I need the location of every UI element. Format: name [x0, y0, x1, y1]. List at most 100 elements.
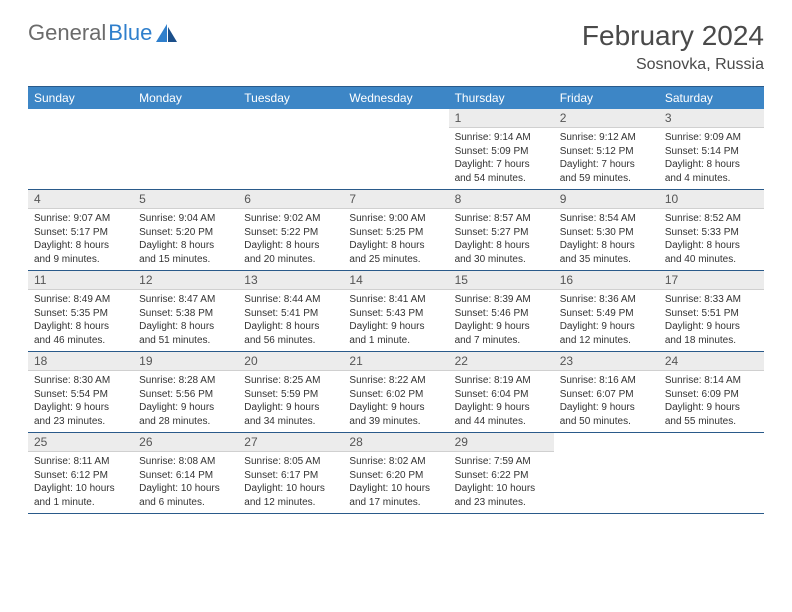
- sunrise-text: Sunrise: 8:49 AM: [34, 293, 127, 307]
- sunset-text: Sunset: 5:22 PM: [244, 226, 337, 240]
- daylight-text: Daylight: 8 hours and 51 minutes.: [139, 320, 232, 347]
- day-number: 7: [343, 190, 448, 209]
- calendar-day-cell: 4Sunrise: 9:07 AMSunset: 5:17 PMDaylight…: [28, 190, 133, 271]
- sunset-text: Sunset: 6:20 PM: [349, 469, 442, 483]
- day-details: Sunrise: 8:19 AMSunset: 6:04 PMDaylight:…: [449, 371, 554, 432]
- sunset-text: Sunset: 5:30 PM: [560, 226, 653, 240]
- sunset-text: Sunset: 5:35 PM: [34, 307, 127, 321]
- calendar-week-row: 4Sunrise: 9:07 AMSunset: 5:17 PMDaylight…: [28, 190, 764, 271]
- day-number: 14: [343, 271, 448, 290]
- sunset-text: Sunset: 6:09 PM: [665, 388, 758, 402]
- day-number: 12: [133, 271, 238, 290]
- day-details: Sunrise: 8:36 AMSunset: 5:49 PMDaylight:…: [554, 290, 659, 351]
- sunrise-text: Sunrise: 9:04 AM: [139, 212, 232, 226]
- sunset-text: Sunset: 5:38 PM: [139, 307, 232, 321]
- calendar-day-cell: [133, 109, 238, 190]
- calendar-day-cell: 8Sunrise: 8:57 AMSunset: 5:27 PMDaylight…: [449, 190, 554, 271]
- day-details: Sunrise: 9:07 AMSunset: 5:17 PMDaylight:…: [28, 209, 133, 270]
- sunrise-text: Sunrise: 8:36 AM: [560, 293, 653, 307]
- daylight-text: Daylight: 9 hours and 7 minutes.: [455, 320, 548, 347]
- daylight-text: Daylight: 9 hours and 55 minutes.: [665, 401, 758, 428]
- calendar-day-cell: 2Sunrise: 9:12 AMSunset: 5:12 PMDaylight…: [554, 109, 659, 190]
- day-number: 15: [449, 271, 554, 290]
- sunrise-text: Sunrise: 8:02 AM: [349, 455, 442, 469]
- sunset-text: Sunset: 5:56 PM: [139, 388, 232, 402]
- sunset-text: Sunset: 6:12 PM: [34, 469, 127, 483]
- daylight-text: Daylight: 7 hours and 54 minutes.: [455, 158, 548, 185]
- daylight-text: Daylight: 8 hours and 35 minutes.: [560, 239, 653, 266]
- calendar-day-cell: 7Sunrise: 9:00 AMSunset: 5:25 PMDaylight…: [343, 190, 448, 271]
- daylight-text: Daylight: 8 hours and 9 minutes.: [34, 239, 127, 266]
- sunset-text: Sunset: 5:46 PM: [455, 307, 548, 321]
- day-details: Sunrise: 9:12 AMSunset: 5:12 PMDaylight:…: [554, 128, 659, 189]
- calendar-day-cell: 23Sunrise: 8:16 AMSunset: 6:07 PMDayligh…: [554, 352, 659, 433]
- calendar-week-row: 1Sunrise: 9:14 AMSunset: 5:09 PMDaylight…: [28, 109, 764, 190]
- sunset-text: Sunset: 5:43 PM: [349, 307, 442, 321]
- calendar-day-cell: [343, 109, 448, 190]
- day-number: 6: [238, 190, 343, 209]
- daylight-text: Daylight: 9 hours and 44 minutes.: [455, 401, 548, 428]
- day-number: 1: [449, 109, 554, 128]
- day-details: Sunrise: 9:09 AMSunset: 5:14 PMDaylight:…: [659, 128, 764, 189]
- sunset-text: Sunset: 5:33 PM: [665, 226, 758, 240]
- day-details: Sunrise: 8:33 AMSunset: 5:51 PMDaylight:…: [659, 290, 764, 351]
- day-details: Sunrise: 8:41 AMSunset: 5:43 PMDaylight:…: [343, 290, 448, 351]
- calendar-week-row: 18Sunrise: 8:30 AMSunset: 5:54 PMDayligh…: [28, 352, 764, 433]
- sunrise-text: Sunrise: 8:33 AM: [665, 293, 758, 307]
- sunrise-text: Sunrise: 8:57 AM: [455, 212, 548, 226]
- weekday-header: Saturday: [659, 87, 764, 110]
- sunset-text: Sunset: 5:27 PM: [455, 226, 548, 240]
- calendar-day-cell: 25Sunrise: 8:11 AMSunset: 6:12 PMDayligh…: [28, 433, 133, 514]
- weekday-header-row: Sunday Monday Tuesday Wednesday Thursday…: [28, 87, 764, 110]
- sunrise-text: Sunrise: 8:39 AM: [455, 293, 548, 307]
- calendar-day-cell: 18Sunrise: 8:30 AMSunset: 5:54 PMDayligh…: [28, 352, 133, 433]
- calendar-day-cell: 24Sunrise: 8:14 AMSunset: 6:09 PMDayligh…: [659, 352, 764, 433]
- daylight-text: Daylight: 8 hours and 15 minutes.: [139, 239, 232, 266]
- brand-part2: Blue: [108, 20, 152, 46]
- calendar-day-cell: 9Sunrise: 8:54 AMSunset: 5:30 PMDaylight…: [554, 190, 659, 271]
- daylight-text: Daylight: 9 hours and 28 minutes.: [139, 401, 232, 428]
- sunrise-text: Sunrise: 8:52 AM: [665, 212, 758, 226]
- day-number: 11: [28, 271, 133, 290]
- brand-sail-icon: [156, 24, 178, 42]
- sunrise-text: Sunrise: 8:54 AM: [560, 212, 653, 226]
- calendar-day-cell: 13Sunrise: 8:44 AMSunset: 5:41 PMDayligh…: [238, 271, 343, 352]
- daylight-text: Daylight: 10 hours and 1 minute.: [34, 482, 127, 509]
- calendar-day-cell: 14Sunrise: 8:41 AMSunset: 5:43 PMDayligh…: [343, 271, 448, 352]
- calendar-day-cell: 10Sunrise: 8:52 AMSunset: 5:33 PMDayligh…: [659, 190, 764, 271]
- sunrise-text: Sunrise: 9:02 AM: [244, 212, 337, 226]
- daylight-text: Daylight: 10 hours and 23 minutes.: [455, 482, 548, 509]
- day-number: 17: [659, 271, 764, 290]
- sunset-text: Sunset: 5:54 PM: [34, 388, 127, 402]
- calendar-day-cell: 26Sunrise: 8:08 AMSunset: 6:14 PMDayligh…: [133, 433, 238, 514]
- sunrise-text: Sunrise: 9:00 AM: [349, 212, 442, 226]
- calendar-day-cell: [554, 433, 659, 514]
- sunrise-text: Sunrise: 8:25 AM: [244, 374, 337, 388]
- day-number: 21: [343, 352, 448, 371]
- day-number: 20: [238, 352, 343, 371]
- sunset-text: Sunset: 5:14 PM: [665, 145, 758, 159]
- daylight-text: Daylight: 8 hours and 4 minutes.: [665, 158, 758, 185]
- sunset-text: Sunset: 5:20 PM: [139, 226, 232, 240]
- sunset-text: Sunset: 6:04 PM: [455, 388, 548, 402]
- daylight-text: Daylight: 10 hours and 17 minutes.: [349, 482, 442, 509]
- day-details: Sunrise: 8:39 AMSunset: 5:46 PMDaylight:…: [449, 290, 554, 351]
- daylight-text: Daylight: 8 hours and 25 minutes.: [349, 239, 442, 266]
- calendar-day-cell: 6Sunrise: 9:02 AMSunset: 5:22 PMDaylight…: [238, 190, 343, 271]
- sunrise-text: Sunrise: 8:05 AM: [244, 455, 337, 469]
- daylight-text: Daylight: 8 hours and 56 minutes.: [244, 320, 337, 347]
- day-number: 23: [554, 352, 659, 371]
- title-block: February 2024 Sosnovka, Russia: [582, 20, 764, 74]
- sunset-text: Sunset: 5:59 PM: [244, 388, 337, 402]
- day-number: 25: [28, 433, 133, 452]
- weekday-header: Wednesday: [343, 87, 448, 110]
- daylight-text: Daylight: 9 hours and 34 minutes.: [244, 401, 337, 428]
- sunrise-text: Sunrise: 8:16 AM: [560, 374, 653, 388]
- calendar-day-cell: 5Sunrise: 9:04 AMSunset: 5:20 PMDaylight…: [133, 190, 238, 271]
- sunrise-text: Sunrise: 8:08 AM: [139, 455, 232, 469]
- sunrise-text: Sunrise: 9:14 AM: [455, 131, 548, 145]
- sunset-text: Sunset: 6:02 PM: [349, 388, 442, 402]
- sunrise-text: Sunrise: 8:30 AM: [34, 374, 127, 388]
- sunrise-text: Sunrise: 9:12 AM: [560, 131, 653, 145]
- sunrise-text: Sunrise: 8:19 AM: [455, 374, 548, 388]
